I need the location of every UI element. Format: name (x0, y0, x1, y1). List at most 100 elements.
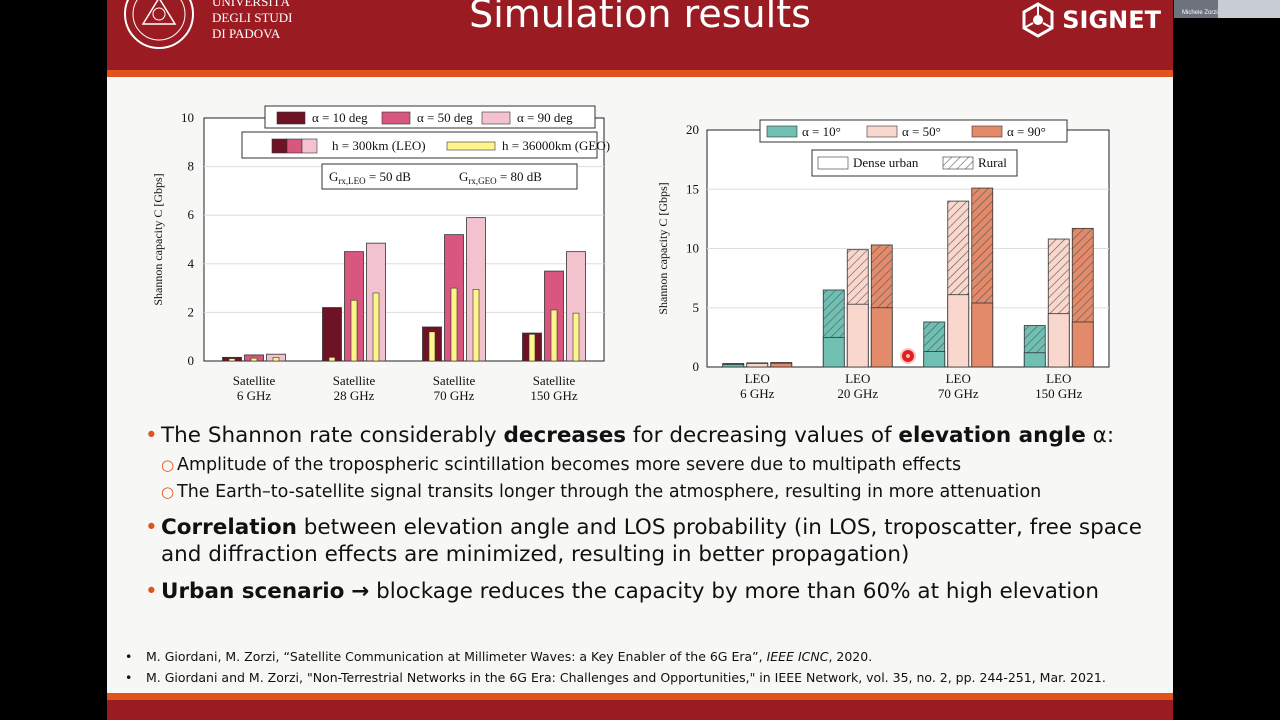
gain-part: rx,GEO (468, 176, 497, 186)
bar-dense-urban (746, 363, 769, 368)
bar-geo (228, 358, 236, 362)
y-tick-label: 4 (188, 256, 195, 271)
legend-swatch (276, 111, 306, 125)
bullet-text-bold: Urban scenario (161, 579, 345, 604)
legend-label: α = 50 deg (417, 110, 473, 125)
bullet-item: • Urban scenario → blockage reduces the c… (145, 578, 1155, 605)
slide-title: Simulation results (469, 0, 811, 36)
sub-bullet-marker: ○ (161, 483, 175, 501)
gain-geo-label: Grx,GEO = 80 dB (459, 169, 542, 186)
bar-dense-urban (1047, 313, 1070, 368)
x-tick-label: LEO (845, 371, 870, 386)
bar-geo (472, 289, 480, 362)
gain-part: rx,LEO (338, 176, 366, 186)
y-tick-label: 10 (181, 110, 194, 125)
reference-citation: M. Giordani, M. Zorzi, “Satellite Commun… (146, 649, 767, 664)
x-tick-label: Satellite (333, 373, 376, 388)
bar-dense-urban (923, 351, 946, 368)
y-tick-label: 15 (686, 181, 699, 196)
bullet-marker: • (145, 423, 158, 448)
chart-leo-capacity: 0 5 10 15 20 Shannon capacity C [Gbps] LEO 6 GH… (656, 119, 1110, 401)
bullet-text-bold: decreases (503, 423, 627, 448)
bar-dense-urban (722, 364, 745, 368)
bullet-item: • Correlation between elevation angle and… (145, 514, 1155, 568)
university-name: UNIVERSITÀ DEGLI STUDI DI PADOVA (212, 0, 293, 42)
gain-part: = 50 dB (366, 169, 412, 184)
bar-geo (350, 299, 358, 362)
university-line: DEGLI STUDI (212, 10, 293, 25)
reference-item: • M. Giordani and M. Zorzi, "Non-Terrestr… (125, 667, 1106, 688)
bar-dense-urban (971, 302, 994, 368)
y-tick-label: 5 (693, 300, 700, 315)
bullet-text-part: α: (1085, 423, 1115, 448)
gain-leo-label: Grx,LEO = 50 dB (329, 169, 411, 186)
reference-marker: • (125, 649, 133, 664)
bullet-text-part: between elevation angle and LOS probabil… (161, 515, 1142, 567)
gain-box (321, 163, 578, 190)
x-tick-label: 28 GHz (334, 388, 375, 403)
bar-geo (428, 331, 436, 362)
bar-geo (450, 287, 458, 362)
x-tick-label: 70 GHz (938, 386, 979, 401)
y-tick-label: 10 (686, 241, 699, 256)
legend-swatch (971, 125, 1003, 138)
legend-label: h = 300km (LEO) (332, 138, 426, 153)
y-tick-label: 20 (686, 122, 699, 137)
x-tick-label: 150 GHz (530, 388, 578, 403)
video-thumbnail-strip[interactable]: Michele Zorzi (1174, 0, 1280, 18)
x-tick-label: 6 GHz (237, 388, 272, 403)
participant-video[interactable] (1174, 0, 1218, 18)
y-tick-label: 0 (693, 359, 700, 374)
legend-swatch (481, 111, 511, 125)
legend-label: Rural (978, 155, 1007, 170)
legend-box (264, 105, 596, 129)
legend-swatch (866, 125, 898, 138)
bullet-text: The Shannon rate considerably decreases … (161, 422, 1114, 449)
reference-venue: IEEE ICNC (766, 649, 829, 664)
references: • M. Giordani, M. Zorzi, “Satellite Commu… (125, 646, 1106, 688)
participant-video[interactable] (1218, 0, 1280, 18)
reference-item: • M. Giordani, M. Zorzi, “Satellite Commu… (125, 646, 1106, 667)
slide-header: UNIVERSITÀ DEGLI STUDI DI PADOVA Simulat… (107, 0, 1173, 70)
legend-swatch (446, 141, 496, 151)
bullet-text: Urban scenario → blockage reduces the ca… (161, 578, 1099, 605)
bullet-marker: • (145, 579, 158, 604)
gain-part: G (329, 169, 338, 184)
bar-dense-urban (822, 336, 845, 368)
sub-bullet-marker: ○ (161, 456, 175, 474)
legend-swatch (817, 156, 849, 170)
legend-label: α = 50° (902, 124, 941, 139)
bar-dense-urban (846, 303, 869, 368)
x-tick-label: 70 GHz (434, 388, 475, 403)
legend-swatch (271, 138, 288, 154)
legend-swatch (942, 156, 974, 170)
bar-geo (528, 333, 536, 362)
bar-dense-urban (1023, 352, 1046, 368)
bullet-item: • The Shannon rate considerably decreases… (145, 422, 1155, 449)
reference-marker: • (125, 670, 133, 685)
slide-footer (107, 700, 1173, 720)
signet-logo: SIGNET (1020, 0, 1161, 40)
bar-dense-urban (870, 307, 893, 368)
signet-text: SIGNET (1062, 6, 1161, 34)
legend-swatch (286, 138, 303, 154)
legend-label: Dense urban (853, 155, 919, 170)
legend-label: h = 36000km (GEO) (502, 138, 610, 153)
x-tick-label: 150 GHz (1035, 386, 1083, 401)
reference-year: , 2020. (828, 649, 873, 664)
sub-bullet-text: Amplitude of the tropospheric scintillat… (177, 455, 962, 475)
signet-network-icon (1022, 2, 1054, 38)
y-axis-label: Shannon capacity C [Gbps] (656, 182, 670, 314)
legend-label: α = 90 deg (517, 110, 573, 125)
bullet-text-bold: Correlation (161, 515, 297, 540)
legend-label: α = 10 deg (312, 110, 368, 125)
x-tick-label: 6 GHz (740, 386, 775, 401)
bar-leo (322, 307, 342, 362)
reference-text: M. Giordani, M. Zorzi, “Satellite Commun… (146, 646, 872, 667)
bullet-text-part: The Shannon rate considerably (161, 423, 504, 448)
x-tick-label: 20 GHz (837, 386, 878, 401)
reference-citation: M. Giordani and M. Zorzi, "Non-Terrestri… (146, 670, 1106, 685)
x-tick-label: Satellite (533, 373, 576, 388)
slide: UNIVERSITÀ DEGLI STUDI DI PADOVA Simulat… (107, 0, 1173, 720)
bar-geo (550, 309, 558, 362)
